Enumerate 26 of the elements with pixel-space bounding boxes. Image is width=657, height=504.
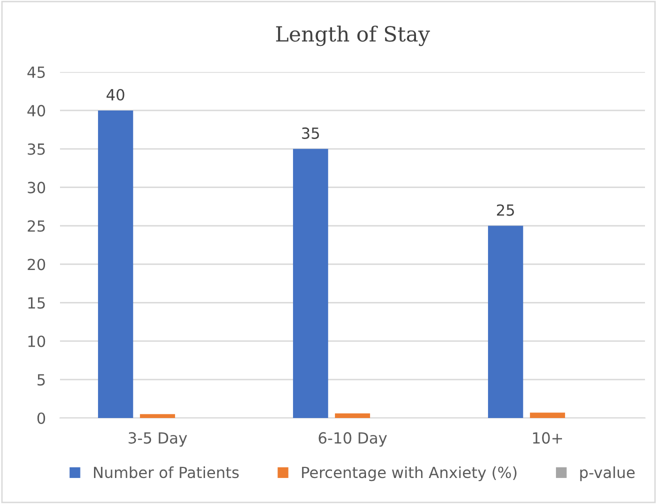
x-tick-label: 10+ bbox=[533, 432, 562, 444]
bar bbox=[293, 148, 328, 418]
y-tick-label: 15 bbox=[28, 297, 45, 309]
chart-title: Length of Stay bbox=[276, 26, 430, 46]
legend-label: Percentage with Anxiety (%) bbox=[302, 466, 516, 482]
y-tick-label: 45 bbox=[27, 66, 45, 78]
y-tick-label: 40 bbox=[27, 104, 46, 116]
y-tick-label: 10 bbox=[28, 336, 46, 348]
bar bbox=[488, 226, 524, 418]
bar bbox=[334, 413, 370, 418]
y-tick-label: 20 bbox=[28, 258, 46, 270]
y-tick-label: 25 bbox=[28, 220, 45, 232]
y-tick-label: 5 bbox=[38, 374, 45, 386]
data-label: 35 bbox=[302, 127, 319, 139]
y-tick-label: 0 bbox=[37, 412, 46, 424]
data-label: 40 bbox=[106, 88, 124, 101]
bar bbox=[530, 412, 566, 418]
bar bbox=[98, 110, 134, 418]
legend-label: Number of Patients bbox=[94, 466, 239, 478]
y-tick-label: 35 bbox=[28, 143, 45, 155]
y-tick-label: 30 bbox=[28, 182, 46, 194]
bar bbox=[140, 414, 176, 418]
data-label: 25 bbox=[496, 204, 514, 216]
x-tick-label: 3-5 Day bbox=[128, 432, 188, 447]
legend-label: p-value bbox=[580, 466, 635, 482]
x-tick-label: 6-10 Day bbox=[318, 432, 387, 447]
